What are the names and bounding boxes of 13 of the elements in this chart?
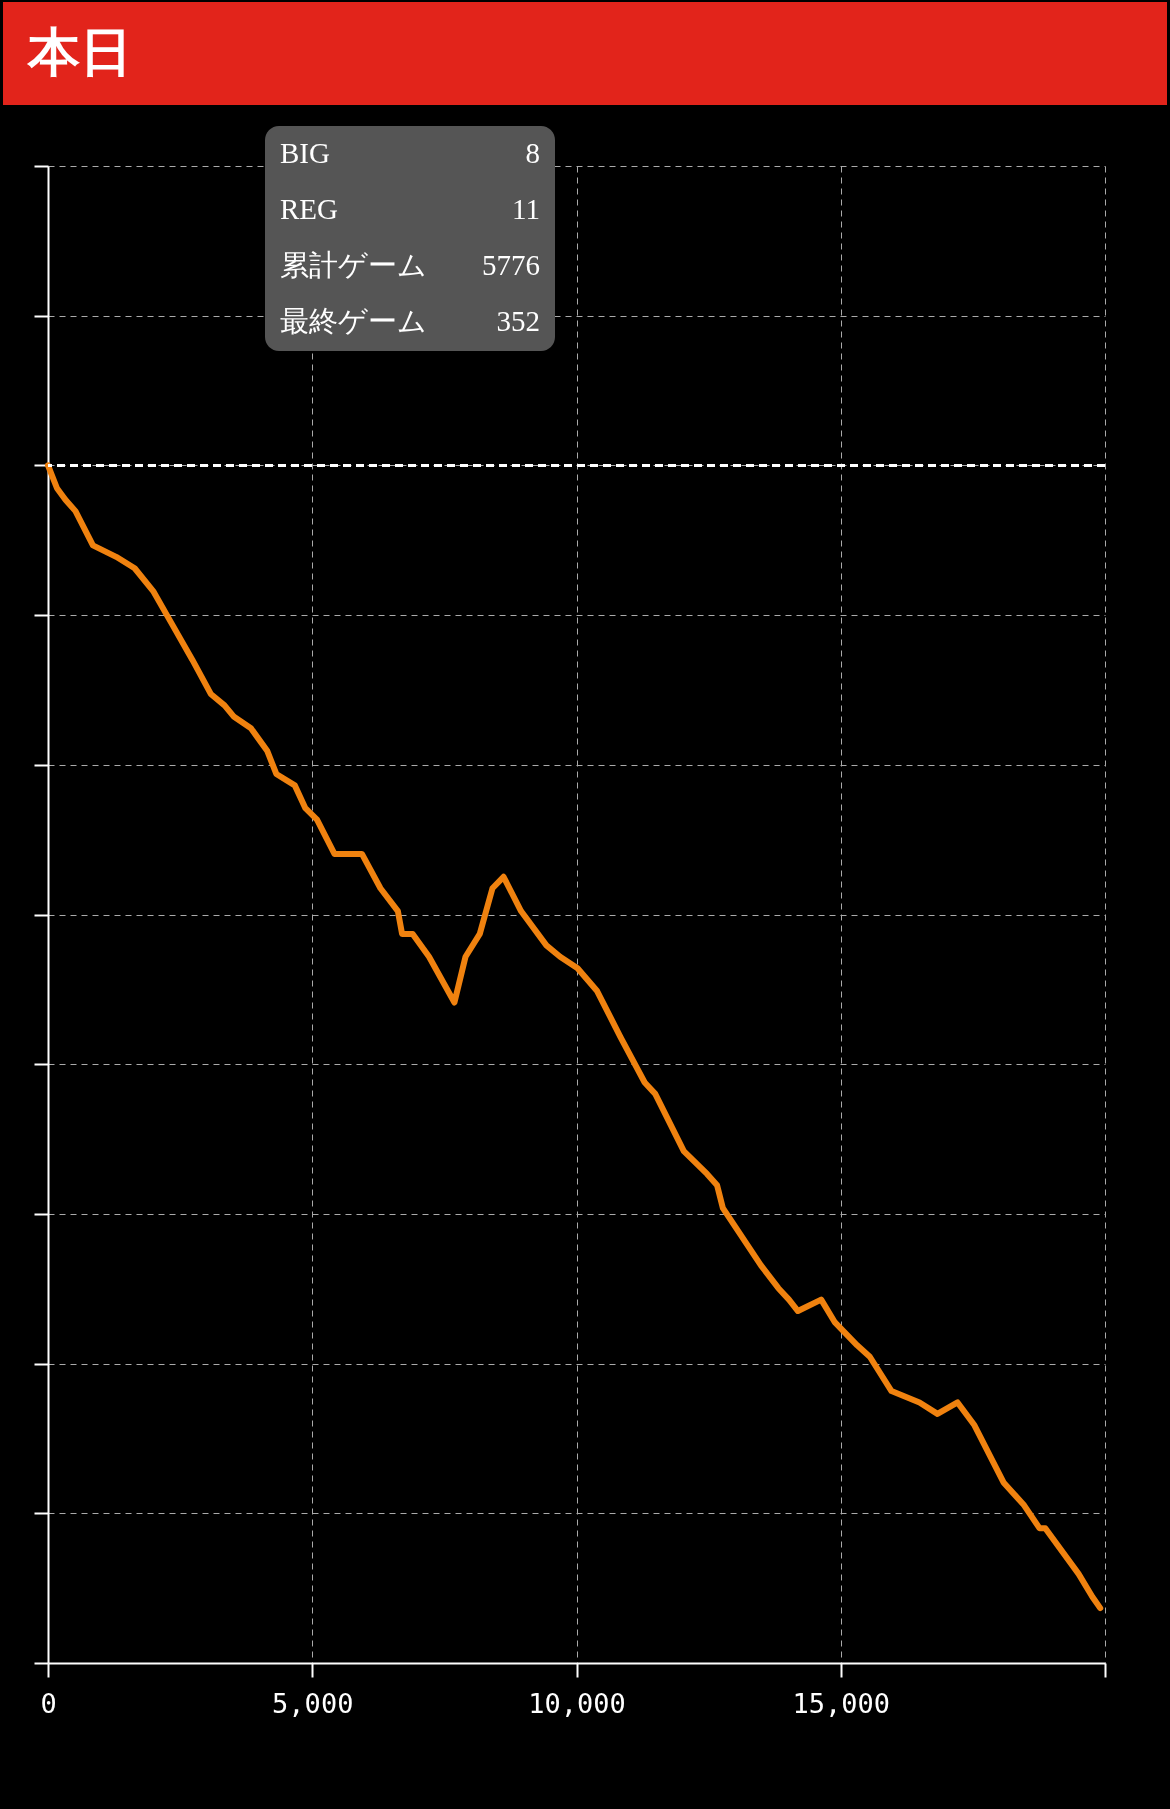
text: 5776 bbox=[482, 249, 540, 281]
text: 352 bbox=[496, 305, 540, 337]
text: 最終ゲーム bbox=[280, 305, 427, 337]
x-tick-label: 0 bbox=[40, 1687, 57, 1719]
x-tick-label: 15,000 bbox=[792, 1687, 891, 1719]
chart-title: 本日 bbox=[26, 24, 132, 81]
x-tick-label: 5,000 bbox=[272, 1687, 354, 1719]
text: 8 bbox=[525, 137, 540, 169]
text: REG bbox=[280, 193, 339, 225]
text: 11 bbox=[512, 193, 540, 225]
text: BIG bbox=[280, 137, 330, 169]
text: 累計ゲーム bbox=[280, 249, 427, 281]
x-tick-label: 10,000 bbox=[528, 1687, 626, 1719]
